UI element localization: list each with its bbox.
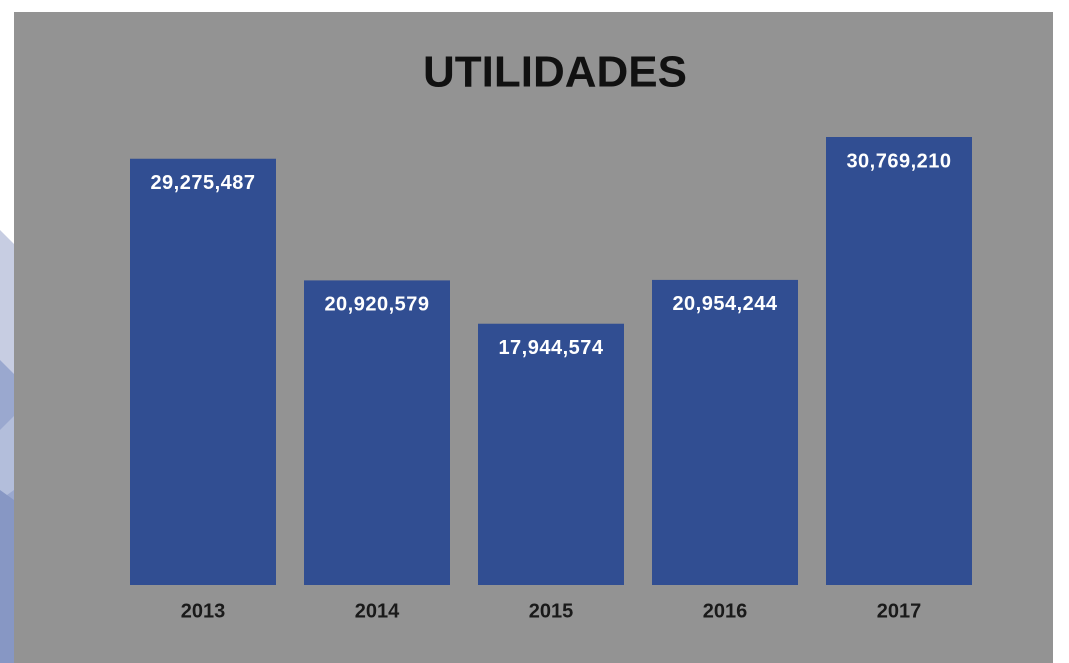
bar [304, 280, 450, 585]
value-label: 20,954,244 [672, 293, 777, 315]
decoration [0, 416, 14, 500]
x-tick-label: 2017 [877, 600, 922, 622]
x-tick-label: 2015 [529, 600, 574, 622]
bar [478, 323, 624, 585]
x-tick-label: 2016 [703, 600, 748, 622]
value-label: 17,944,574 [498, 337, 603, 359]
x-tick-label: 2014 [355, 600, 400, 622]
bar [130, 158, 276, 585]
x-tick-label: 2013 [181, 600, 226, 622]
value-label: 30,769,210 [846, 150, 951, 172]
bar [826, 137, 972, 585]
value-label: 29,275,487 [150, 172, 255, 194]
decoration [0, 490, 14, 663]
chart-title: UTILIDADES [423, 48, 687, 97]
value-label: 20,920,579 [324, 294, 429, 316]
bar [652, 279, 798, 585]
